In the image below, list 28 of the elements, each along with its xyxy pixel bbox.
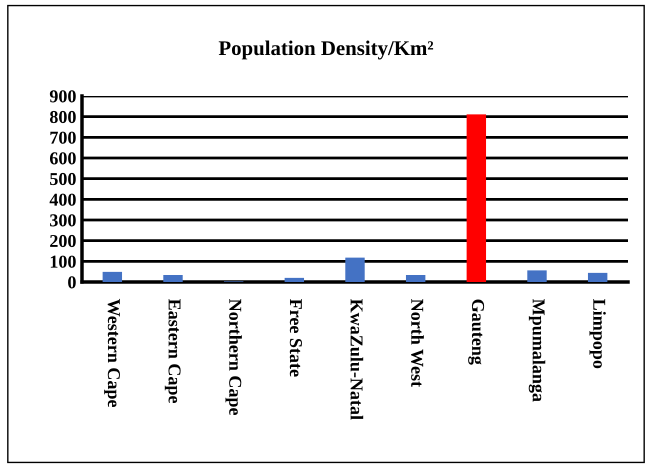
x-tick-label: Northern Cape: [225, 299, 242, 416]
y-tick-label: 400: [50, 194, 76, 206]
x-tick-label: Eastern Cape: [164, 298, 181, 404]
bar: [406, 274, 426, 282]
x-tick-label: Gauteng: [468, 300, 484, 365]
y-tick-label: 100: [50, 256, 76, 268]
bar: [527, 270, 547, 282]
y-tick-label: 200: [50, 234, 76, 248]
x-tick-label: Western Cape: [104, 298, 120, 408]
y-tick-label: 300: [50, 214, 76, 226]
y-tick-label: 0: [68, 276, 76, 288]
y-tick-label: 800: [50, 110, 76, 124]
y-tick-label: 600: [50, 152, 76, 164]
bar: [163, 274, 183, 282]
chart-title: Population Density/Km²: [218, 40, 434, 60]
bar: [345, 258, 365, 282]
x-tick-label: Limpopo: [589, 298, 606, 368]
x-tick-label: Mpumalanga: [528, 298, 546, 402]
bar: [466, 114, 486, 282]
bar: [102, 272, 122, 282]
y-tick-label: 700: [50, 132, 76, 144]
bar: [284, 278, 304, 282]
x-tick-label: KwaZulu-Natal: [350, 298, 364, 420]
x-tick-label: North West: [411, 299, 424, 388]
bar: [588, 272, 608, 282]
x-tick-label: Free State: [290, 298, 302, 377]
y-tick-label: 500: [50, 172, 76, 186]
y-tick-label: 900: [50, 90, 76, 102]
